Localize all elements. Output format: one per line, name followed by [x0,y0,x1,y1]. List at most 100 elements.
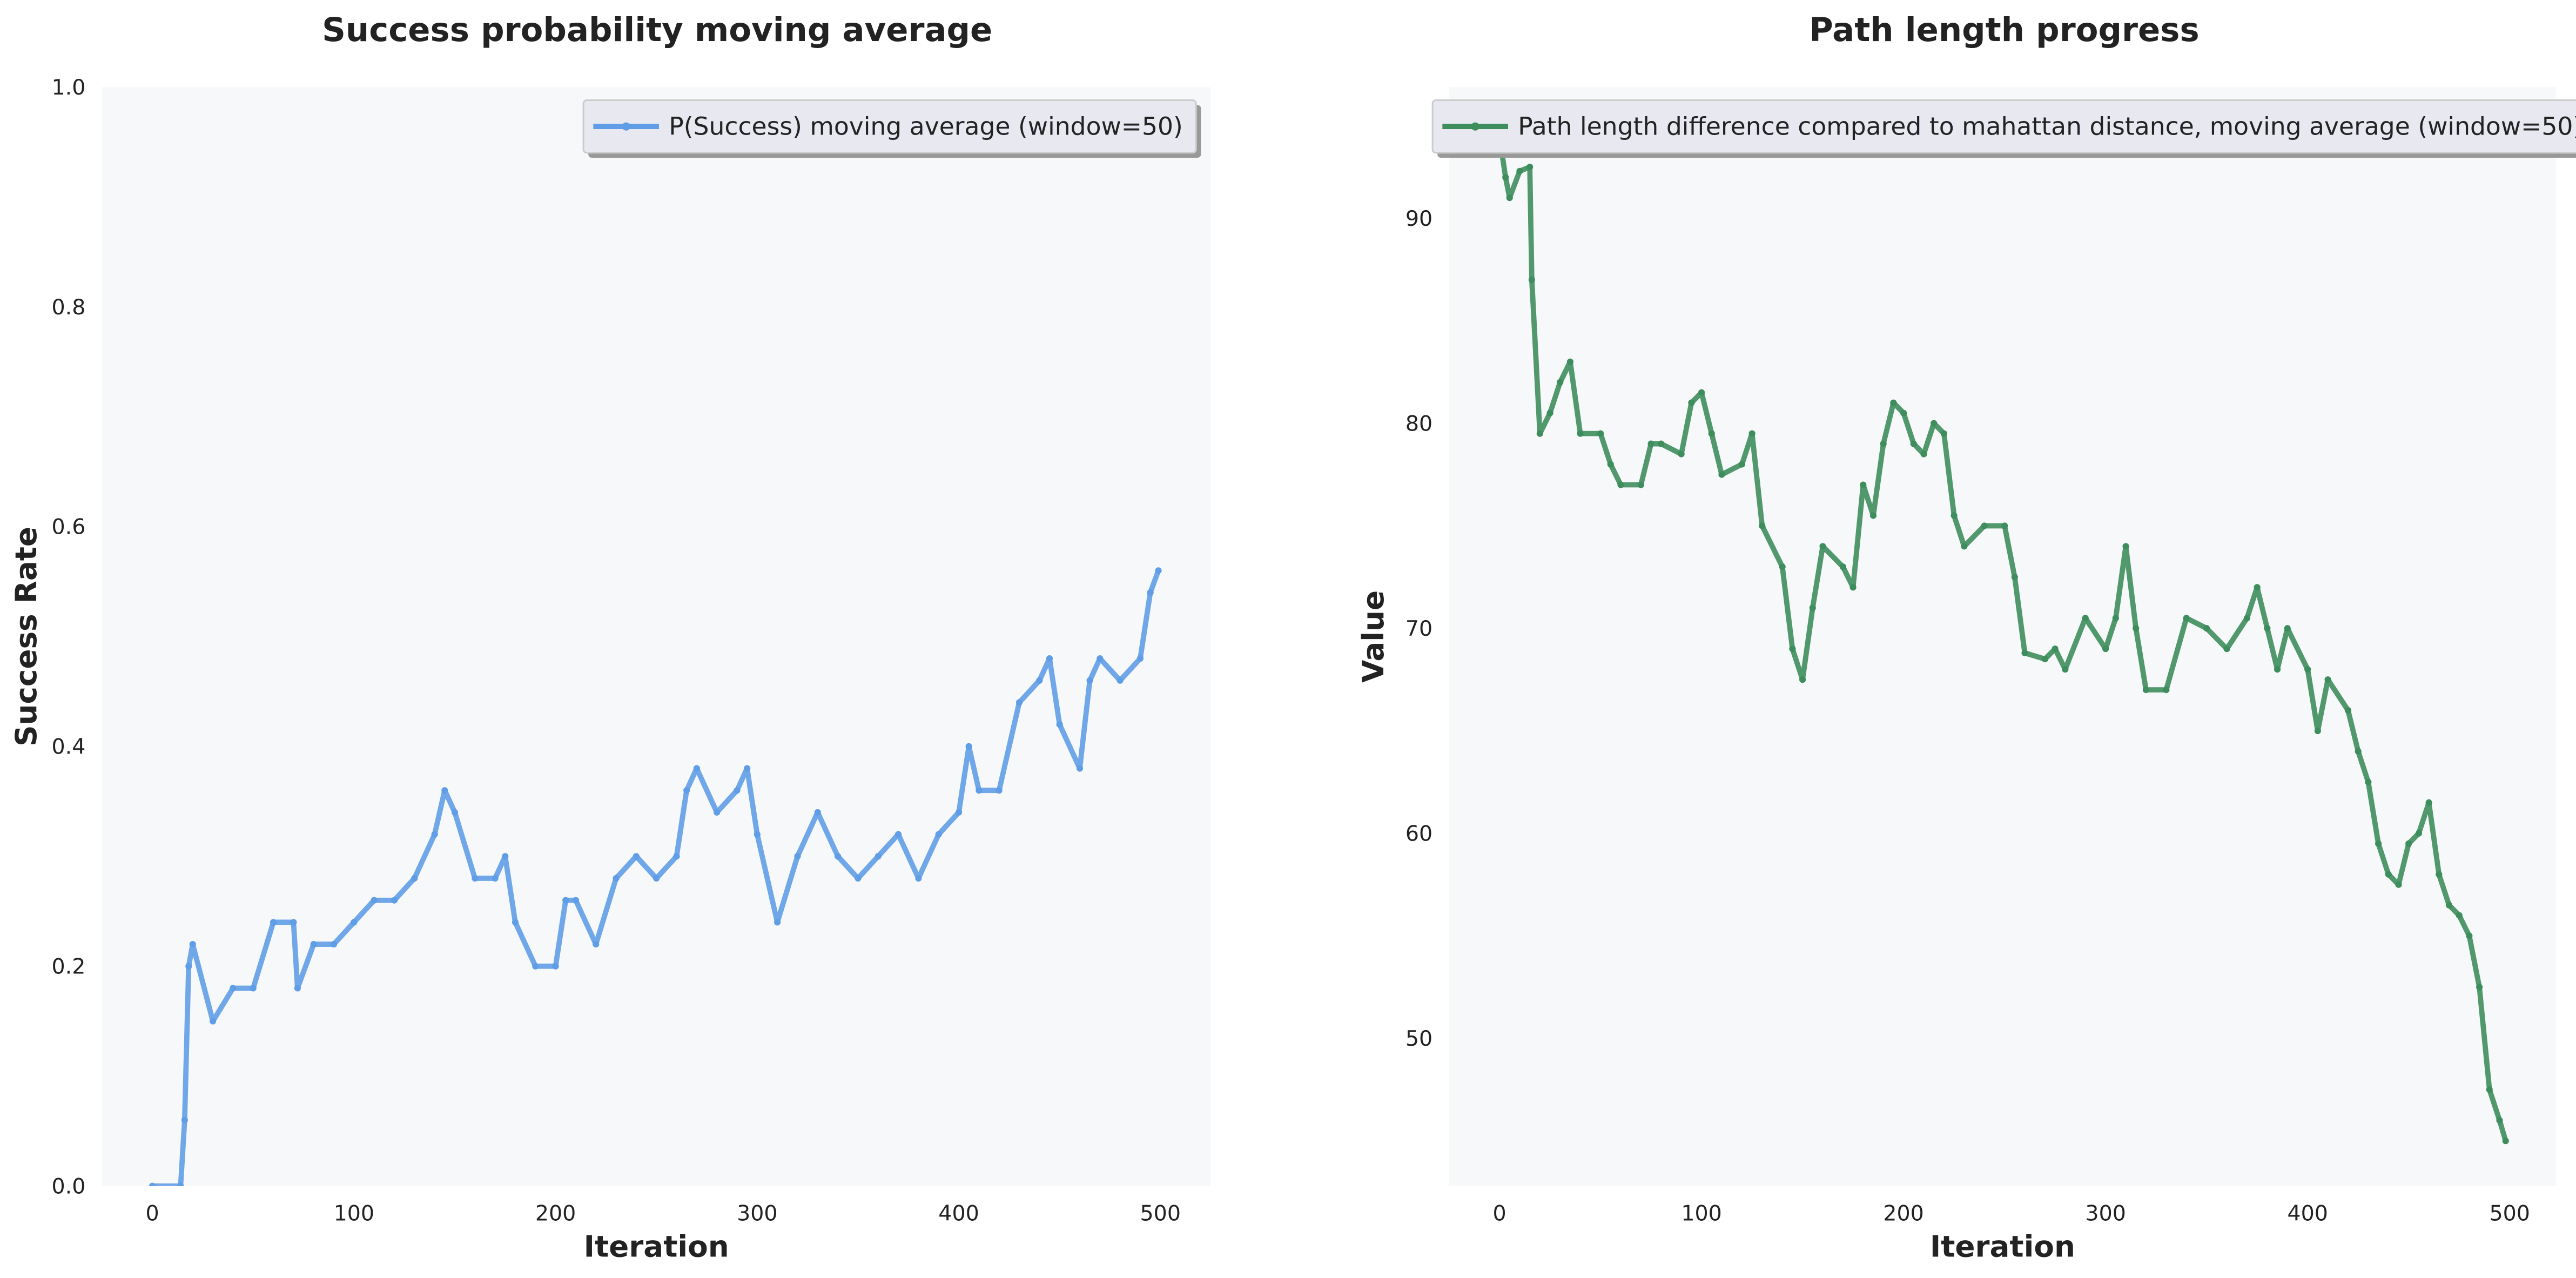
marker [391,897,398,904]
marker [653,875,660,882]
marker [1869,512,1877,519]
marker [2142,687,2150,694]
marker [996,787,1003,794]
marker [1076,765,1084,772]
marker [1155,567,1162,574]
x-tick-label: 100 [334,1201,374,1226]
marker [149,1182,156,1186]
marker [2355,748,2362,755]
marker [875,853,882,860]
marker [2243,615,2251,622]
plot-area [1449,87,2557,1186]
marker [814,809,821,816]
marker [693,765,700,772]
marker [1056,721,1063,728]
marker [2436,871,2443,878]
marker [185,963,192,970]
marker [1117,677,1124,684]
marker [1506,194,1513,201]
marker [2405,840,2412,847]
x-tick-label: 200 [1883,1201,1923,1226]
marker [351,919,358,926]
chart: Path length progress Iteration Value 0 100 20… [1356,11,2576,1263]
marker [1819,543,1826,550]
y-tick-label: 0.4 [52,735,86,759]
marker [1647,440,1654,447]
marker [294,985,301,992]
marker [230,985,237,992]
marker [2375,840,2382,847]
marker [1759,522,1766,529]
x-tick-label: 100 [1681,1201,1721,1226]
marker [371,897,378,904]
marker [1688,399,1695,406]
y-tick-label: 0.6 [52,515,86,540]
marker [1920,450,1927,458]
marker [512,919,519,926]
marker [613,875,620,882]
marker [1546,409,1553,416]
marker [562,897,569,904]
marker [2304,666,2311,673]
marker [310,941,317,948]
marker [1698,389,1705,396]
y-axis-label: Success Rate [9,527,43,746]
marker [2082,615,2089,622]
marker [2264,625,2271,632]
marker [935,831,942,838]
marker [2102,645,2109,653]
marker [1940,430,1948,437]
marker [502,853,509,860]
y-tick-label: 80 [1405,411,1432,436]
x-tick-label: 300 [737,1201,777,1226]
marker [2385,871,2392,878]
x-tick-label: 400 [938,1201,979,1226]
x-tick-label: 300 [2085,1201,2126,1226]
y-tick-label: 90 [1405,206,1432,231]
marker [1577,430,1584,437]
marker [2395,881,2402,888]
marker [2466,932,2473,939]
marker [1528,276,1535,284]
marker [1678,450,1685,458]
marker [1136,655,1144,662]
marker [1015,699,1023,706]
legend: Path length difference compared to mahat… [1431,99,2576,158]
y-tick-label: 1.0 [52,75,86,100]
marker [1526,164,1534,171]
marker [1981,522,1988,529]
marker [2133,625,2140,632]
marker [431,831,438,838]
marker [955,809,963,816]
y-tick-label: 50 [1405,1026,1432,1051]
legend: P(Success) moving average (window=50) [582,99,1201,158]
marker [2112,615,2119,622]
x-tick-label: 200 [535,1201,576,1226]
marker [1557,379,1564,386]
marker [330,941,338,948]
marker [2163,687,2170,694]
marker [1086,677,1093,684]
marker [2183,615,2190,622]
marker [572,897,579,904]
marker [673,853,680,860]
marker [1536,430,1543,437]
plot [1496,133,2509,1145]
marker [441,787,448,794]
marker [754,831,761,838]
marker [1516,167,1523,174]
marker [2365,778,2372,786]
marker [552,963,559,970]
marker [1900,409,1907,416]
marker [2415,830,2422,837]
legend-marker [1471,122,1479,131]
marker [451,809,459,816]
marker [2496,1117,2503,1124]
y-tick-label: 0.8 [52,295,86,320]
marker [2021,649,2028,656]
marker [976,787,983,794]
marker [1502,174,1509,181]
marker [532,963,539,970]
legend-label: Path length difference compared to mahat… [1518,112,2576,140]
marker [1748,430,1756,437]
